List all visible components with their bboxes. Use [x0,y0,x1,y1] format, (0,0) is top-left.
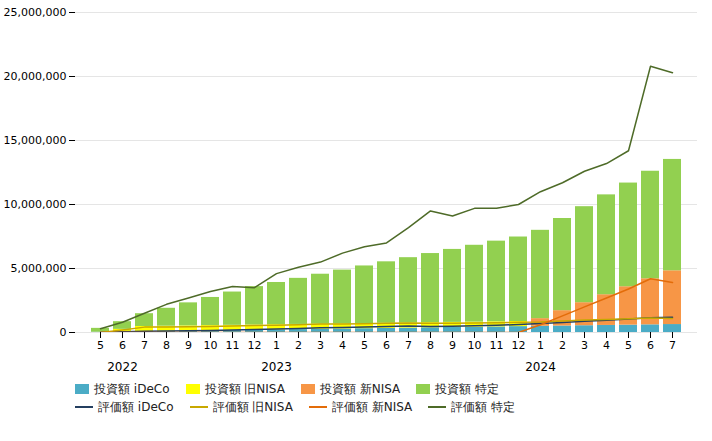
html-text:投資額 iDeCo: 投資額 iDeCo [94,382,170,396]
svg-text:5,000,000: 5,000,000 [11,262,67,275]
html-text:評価額 特定: 評価額 特定 [451,400,516,414]
svg-text:9: 9 [185,339,192,352]
html-text:評価額 新NISA: 評価額 新NISA [331,400,413,414]
html-text:投資額 特定: 投資額 特定 [435,382,500,396]
html-text:評価額 旧NISA: 評価額 旧NISA [212,400,293,414]
svg-text:12: 12 [512,339,526,352]
svg-text:1: 1 [537,339,544,352]
svg-text:12: 12 [248,339,262,352]
svg-text:11: 11 [226,339,240,352]
svg-text:9: 9 [449,339,456,352]
svg-text:6: 6 [383,339,390,352]
svg-text:1: 1 [273,339,280,352]
svg-text:8: 8 [427,339,434,352]
svg-text:11: 11 [490,339,504,352]
svg-text:6: 6 [119,339,126,352]
svg-text:3: 3 [317,339,324,352]
svg-text:8: 8 [163,339,170,352]
svg-text:5: 5 [625,339,632,352]
svg-text:2022: 2022 [107,360,138,374]
svg-text:7: 7 [141,339,148,352]
svg-text:10: 10 [204,339,218,352]
svg-text:2: 2 [295,339,302,352]
svg-text:2024: 2024 [525,360,556,374]
svg-text:5: 5 [361,339,368,352]
html-text:投資額 新NISA: 投資額 新NISA [319,382,401,396]
html-text:評価額 iDeCo: 評価額 iDeCo [98,400,174,414]
svg-text:20,000,000: 20,000,000 [4,70,67,83]
svg-text:7: 7 [669,339,676,352]
svg-text:15,000,000: 15,000,000 [4,134,67,147]
svg-text:4: 4 [339,339,346,352]
svg-text:6: 6 [647,339,654,352]
svg-text:2: 2 [559,339,566,352]
svg-text:5: 5 [97,339,104,352]
svg-text:2023: 2023 [261,360,292,374]
svg-text:10,000,000: 10,000,000 [4,198,67,211]
svg-text:0: 0 [60,326,67,339]
svg-text:10: 10 [468,339,482,352]
svg-text:3: 3 [581,339,588,352]
svg-text:25,000,000: 25,000,000 [4,6,67,19]
svg-text:7: 7 [405,339,412,352]
svg-text:4: 4 [603,339,610,352]
html-text:投資額 旧NISA: 投資額 旧NISA [204,382,285,396]
